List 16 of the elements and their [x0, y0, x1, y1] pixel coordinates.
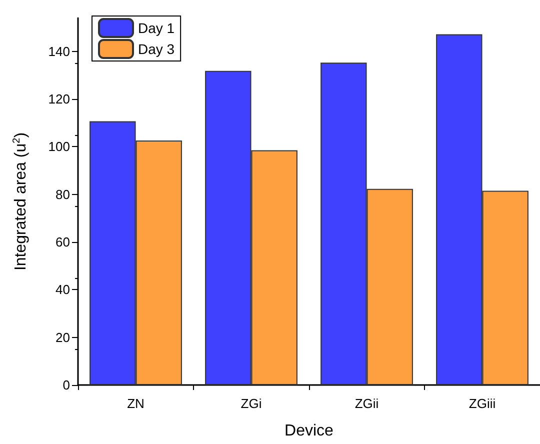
y-tick-label: 80	[56, 186, 70, 202]
y-tick-label: 40	[56, 282, 70, 298]
y-tick-label: 140	[48, 44, 70, 59]
legend-label: Day 1	[138, 20, 175, 36]
x-axis-title: Device	[284, 422, 334, 440]
y-tick-label: 60	[56, 234, 70, 250]
x-tick-label: ZGi	[240, 396, 262, 411]
x-tick-label: ZN	[127, 396, 144, 411]
y-axis-title: Integrated area (u2)	[12, 132, 30, 271]
x-tick-label: ZGiii	[468, 396, 496, 411]
y-tick-label: 120	[48, 92, 70, 107]
legend-label: Day 3	[138, 41, 175, 57]
y-tick-label: 100	[48, 139, 70, 154]
y-tick-label: 0	[62, 378, 70, 392]
y-tick-label: 20	[56, 330, 70, 345]
x-tick-label: ZGii	[354, 396, 379, 411]
